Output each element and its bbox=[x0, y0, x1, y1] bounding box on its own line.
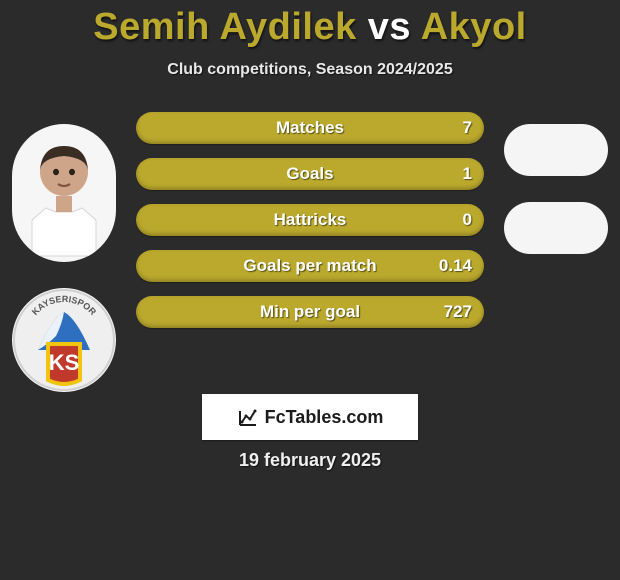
subtitle: Club competitions, Season 2024/2025 bbox=[0, 61, 620, 79]
metric-bar-goals-per-match: Goals per match 0.14 bbox=[136, 250, 484, 282]
metric-bar-min-per-goal: Min per goal 727 bbox=[136, 296, 484, 328]
brand-text: FcTables.com bbox=[237, 406, 384, 428]
date-text: 19 february 2025 bbox=[0, 450, 620, 471]
player2-avatar-placeholder bbox=[504, 124, 608, 176]
metric-bar-matches: Matches 7 bbox=[136, 112, 484, 144]
metric-value: 0.14 bbox=[439, 256, 472, 276]
player2-club-placeholder bbox=[504, 202, 608, 254]
brand-label: FcTables.com bbox=[265, 407, 384, 428]
metric-label: Goals bbox=[136, 164, 484, 184]
metric-label: Min per goal bbox=[136, 302, 484, 322]
svg-text:KS: KS bbox=[49, 350, 80, 375]
player-silhouette-icon bbox=[12, 124, 116, 262]
title-player1: Semih Aydilek bbox=[93, 6, 356, 48]
club-badge-icon: KS KAYSERISPOR bbox=[12, 288, 116, 392]
brand-box: FcTables.com bbox=[202, 394, 418, 440]
metric-bar-goals: Goals 1 bbox=[136, 158, 484, 190]
metric-label: Matches bbox=[136, 118, 484, 138]
metric-value: 0 bbox=[463, 210, 472, 230]
metric-value: 1 bbox=[463, 164, 472, 184]
metric-bar-hattricks: Hattricks 0 bbox=[136, 204, 484, 236]
brand-logo-icon bbox=[237, 406, 259, 428]
metric-label: Goals per match bbox=[136, 256, 484, 276]
title-player2: Akyol bbox=[421, 6, 527, 48]
left-profile-column: KS KAYSERISPOR bbox=[8, 124, 120, 392]
page-title: Semih Aydilek vs Akyol bbox=[0, 0, 620, 49]
metric-value: 727 bbox=[444, 302, 472, 322]
metric-label: Hattricks bbox=[136, 210, 484, 230]
right-profile-column bbox=[500, 124, 612, 254]
metric-bars: Matches 7 Goals 1 Hattricks 0 Goals per … bbox=[136, 112, 484, 328]
metric-value: 7 bbox=[463, 118, 472, 138]
title-vs: vs bbox=[368, 6, 411, 48]
player1-avatar bbox=[12, 124, 116, 262]
player1-club-badge: KS KAYSERISPOR bbox=[12, 288, 116, 392]
